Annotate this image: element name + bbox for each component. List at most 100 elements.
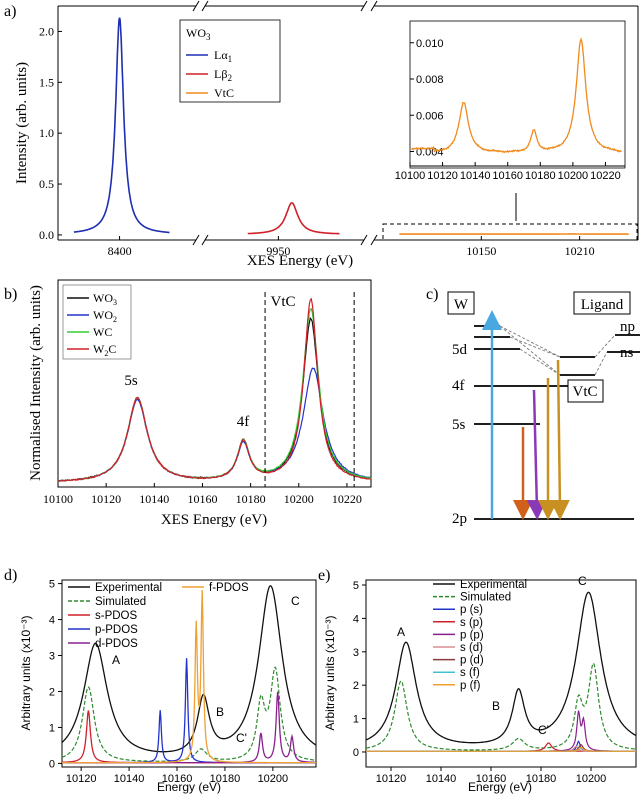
inset-xtick-label: 10220: [590, 170, 621, 182]
b-annot-4f: 4f: [237, 414, 250, 430]
inset-ytick-label: 0.006: [416, 110, 444, 122]
b-xtick-label: 10220: [332, 492, 362, 506]
e-xtick-label: 10200: [576, 773, 607, 785]
e-annot-B: B: [492, 699, 500, 713]
a-xtick-label: 9950: [266, 244, 290, 258]
inset-xtick-label: 10180: [525, 170, 556, 182]
b-series-lines: [57, 297, 372, 483]
a-ytick-label: 1.5: [39, 75, 54, 89]
e-x-label: Energy (eV): [468, 780, 532, 794]
panel-c: W Ligand 5d 4f 5s 2p np ns VtC: [447, 291, 640, 527]
d-legend-label: p-PDOS: [95, 624, 138, 636]
d-series-line-f-pdos: [62, 589, 316, 764]
inset-ytick-label: 0.010: [416, 38, 444, 50]
d-series-line-simulated: [61, 666, 317, 762]
e-series-line-p-p-: [366, 710, 636, 752]
b-x-label: XES Energy (eV): [161, 512, 267, 528]
d-legend-label: f-PDOS: [209, 582, 249, 594]
d-xtick-label: 10120: [66, 773, 97, 785]
b-xtick-label: 10200: [284, 492, 314, 506]
e-annot-Cprime: C': [538, 723, 549, 737]
panel-a: 0.0 0.5 1.0 1.5 2.0 8400 9950 10150 10210 XES E…: [14, 0, 639, 269]
d-y-ticks: 0 1 2 3 4 5: [49, 579, 62, 770]
a-xtick-label: 10150: [466, 244, 496, 258]
d-xtick-label: 10140: [114, 773, 145, 785]
b-xtick-label: 10160: [187, 492, 217, 506]
c-label-2p: 2p: [452, 511, 467, 527]
c-label-np: np: [620, 319, 635, 335]
series-line-lb2: [247, 202, 340, 235]
a-legend-label-la1: Lα1: [214, 48, 232, 64]
a-zoom-box: [382, 223, 638, 241]
e-xtick-label: 10160: [476, 773, 507, 785]
inset-xtick-label: 10140: [460, 170, 491, 182]
inset-xtick-label: 10100: [395, 170, 426, 182]
e-ytick-label: 0: [353, 747, 359, 759]
d-ytick-label: 5: [49, 579, 55, 591]
c-label-4f: 4f: [452, 378, 465, 394]
a-xtick-label: 8400: [108, 244, 132, 258]
c-w-label: W: [454, 297, 469, 313]
d-annot-B: B: [216, 705, 224, 719]
b-xtick-label: 10120: [91, 492, 121, 506]
a-xtick-label: 10210: [565, 244, 595, 258]
e-xtick-label: 10180: [526, 773, 557, 785]
e-legend-label: p (d): [460, 655, 484, 667]
b-plot-frame: [57, 279, 372, 488]
d-ytick-label: 0: [49, 758, 55, 770]
d-series-lines: [61, 585, 317, 764]
b-annot-5s: 5s: [124, 373, 138, 389]
b-y-label: Normalised Intensity (arb. units): [28, 285, 44, 481]
e-legend-label: s (f): [460, 667, 480, 679]
b-legend-label: WO2: [93, 308, 117, 324]
e-series-line-experimental: [365, 591, 637, 744]
a-y-ticks: 0.0 0.5 1.0 1.5 2.0: [39, 24, 62, 242]
e-ytick-label: 1: [353, 714, 359, 726]
d-ytick-label: 2: [49, 686, 55, 698]
inset-xtick-label: 10200: [558, 170, 589, 182]
panel-label-a: a): [4, 3, 16, 20]
d-y-label: Arbitrary units (x10⁻³): [19, 615, 33, 730]
e-ytick-label: 4: [353, 613, 359, 625]
e-legend-label: p (s): [460, 604, 483, 616]
c-arrow-4f: [526, 389, 547, 520]
e-annot-A: A: [397, 625, 405, 639]
e-legend-label: p (f): [460, 680, 481, 692]
inset-x-ticks: 10100 10120 10140 10160 10180 10200 10220: [395, 162, 621, 182]
e-series-line-p-f-: [366, 746, 636, 752]
a-x-label: XES Energy (eV): [247, 253, 353, 269]
a-x-ticks: 8400 9950 10150 10210: [108, 236, 595, 258]
d-legend-label: Simulated: [95, 596, 146, 608]
panel-e: 0 1 2 3 4 5 10120 10140 10160 10180 10200 Energy …: [323, 574, 637, 794]
e-series-lines: [365, 591, 637, 752]
e-annot-C: C: [578, 574, 587, 588]
a-ytick-label: 1.0: [39, 126, 54, 140]
b-series-line-w2c: [57, 297, 372, 482]
a-ytick-label: 0.0: [39, 228, 54, 242]
e-y-label: Arbitrary units (x10⁻³): [323, 615, 337, 730]
a-axis-break-1: [192, 0, 209, 246]
c-ligand-label: Ligand: [581, 297, 624, 313]
a-axis-break-2: [360, 0, 378, 246]
d-xtick-label: 10180: [210, 773, 241, 785]
a-legend-label-lb2: Lβ2: [214, 67, 232, 83]
d-ytick-label: 4: [49, 615, 55, 627]
panel-label-b: b): [4, 286, 17, 303]
c-label-ns: ns: [620, 345, 634, 361]
d-ytick-label: 3: [49, 651, 55, 663]
e-xtick-label: 10140: [426, 773, 457, 785]
c-vtc-label: VtC: [572, 384, 597, 400]
e-legend-label: s (p): [460, 617, 483, 629]
e-ytick-label: 5: [353, 580, 359, 592]
d-annot-C: C: [291, 594, 300, 608]
b-legend-label: WO3: [93, 291, 117, 307]
a-ytick-label: 2.0: [39, 24, 54, 38]
c-label-5d: 5d: [452, 342, 468, 358]
c-ligand-box: [573, 291, 631, 315]
c-arrow-vtc-2: [549, 359, 570, 520]
e-legend-label: Experimental: [460, 579, 527, 591]
d-plot-frame: [61, 579, 317, 768]
